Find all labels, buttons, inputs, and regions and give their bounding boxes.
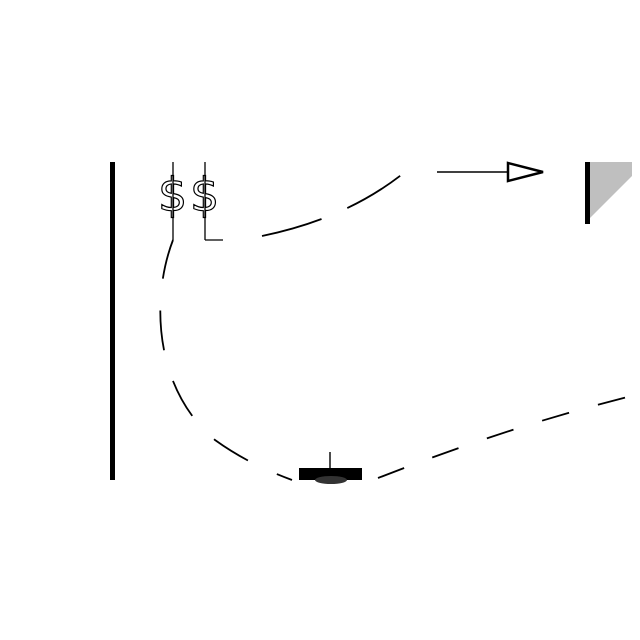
dashed-upper-curve <box>261 171 406 237</box>
left-wall-bar <box>110 162 115 480</box>
right-bar <box>585 162 590 224</box>
dollar-left-symbol: $ <box>158 168 187 222</box>
dollar-right-symbol: $ <box>190 168 219 222</box>
dashed-lower-curve <box>377 393 640 479</box>
arrow-head-icon <box>506 161 544 183</box>
block-dome <box>315 476 347 484</box>
gray-triangle-icon <box>590 162 632 218</box>
black-block-icon <box>299 468 362 480</box>
dashed-loop-curve <box>159 239 293 481</box>
